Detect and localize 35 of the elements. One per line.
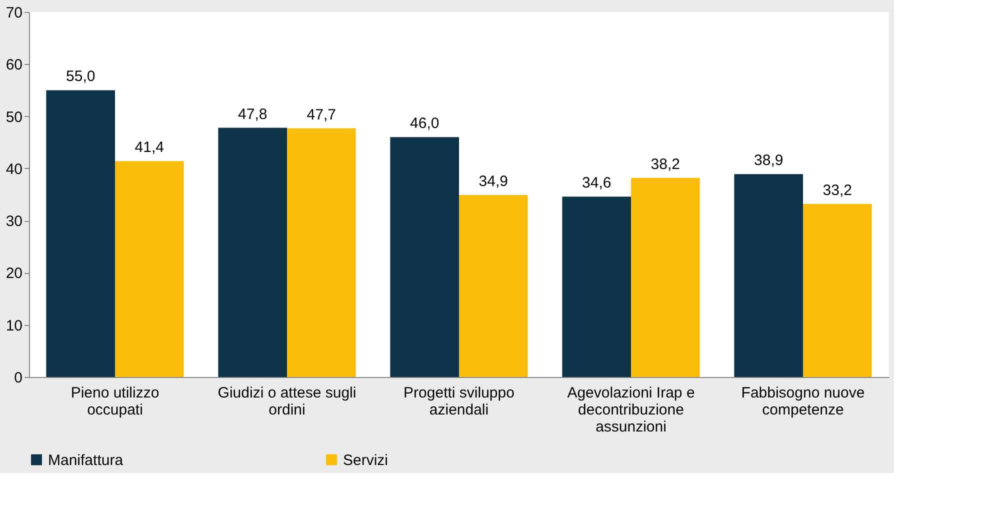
bar (390, 137, 459, 377)
data-label: 46,0 (410, 115, 440, 132)
data-label: 55,0 (66, 68, 96, 86)
bar (218, 128, 287, 377)
legend-label: Servizi (343, 452, 388, 469)
legend-label: Manifattura (48, 452, 124, 469)
x-tick-label: Fabbisogno nuove competenze (741, 384, 865, 418)
bar (803, 204, 872, 377)
x-tick-label: Progetti sviluppo aziendali (404, 384, 514, 418)
data-label: 34,9 (478, 173, 508, 190)
bar (115, 161, 184, 377)
y-tick-label: 60 (6, 56, 22, 74)
y-tick-label: 10 (6, 317, 22, 334)
y-tick-label: 50 (6, 108, 22, 126)
y-tick-label: 20 (6, 265, 22, 282)
y-tick-label: 40 (6, 160, 22, 178)
bar (459, 195, 528, 377)
y-tick-label: 0 (14, 370, 22, 386)
x-tick-label: Pieno utilizzo occupati (70, 384, 160, 418)
data-label: 34,6 (582, 174, 612, 192)
bar (734, 174, 803, 377)
y-tick-label: 30 (6, 213, 22, 230)
data-label: 41,4 (134, 139, 164, 156)
bar (287, 128, 356, 377)
data-label: 38,9 (754, 152, 784, 170)
bar (631, 178, 700, 377)
x-tick-label: Giudizi o attese sugli ordini (218, 384, 356, 418)
data-label: 33,2 (822, 182, 852, 199)
y-tick-label: 70 (6, 4, 22, 22)
bar (562, 196, 631, 377)
data-label: 47,8 (238, 106, 268, 123)
bar (46, 90, 115, 377)
data-label: 47,7 (306, 106, 336, 124)
data-label: 38,2 (650, 156, 680, 173)
x-tick-label: Agevolazioni Irap e decontribuzione assunzioni (567, 384, 695, 436)
